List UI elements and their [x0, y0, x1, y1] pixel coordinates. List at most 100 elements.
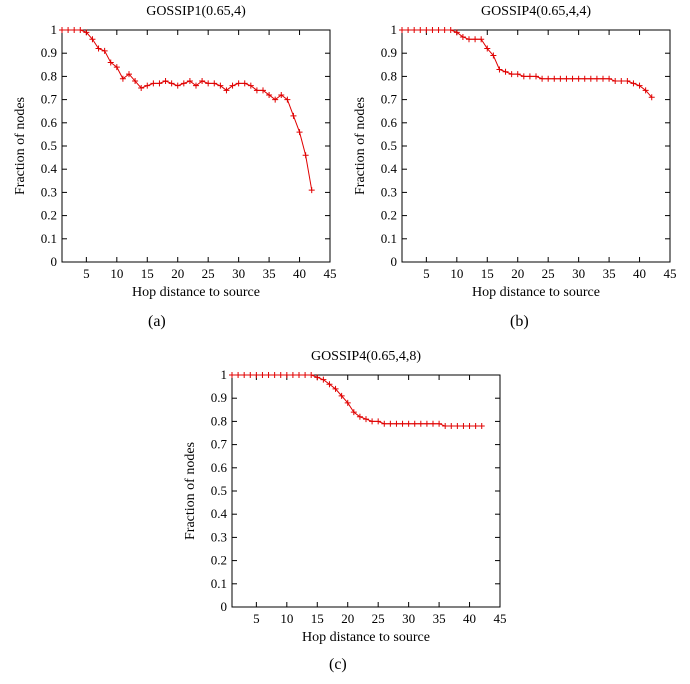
data-point [290, 112, 297, 119]
x-tick-label: 25 [202, 266, 215, 281]
data-point [302, 152, 309, 159]
data-point [138, 85, 145, 91]
data-point [150, 80, 157, 87]
data-point [119, 75, 126, 82]
data-point [308, 187, 315, 194]
data-point [272, 96, 279, 103]
data-point [466, 36, 472, 43]
x-axis-label: Hop distance to source [302, 630, 430, 645]
data-point [441, 27, 448, 33]
y-tick-label: 0.1 [41, 231, 57, 246]
y-tick-label: 0.5 [41, 138, 57, 153]
data-point [259, 372, 266, 378]
data-point [266, 91, 273, 98]
x-tick-label: 30 [402, 611, 415, 626]
data-point [563, 75, 570, 82]
x-tick-label: 45 [324, 266, 337, 281]
y-tick-label: 1 [51, 22, 58, 37]
data-point [101, 47, 108, 54]
data-point [71, 27, 78, 33]
x-tick-label: 35 [433, 611, 446, 626]
plot-frame [231, 374, 501, 608]
data-point [399, 420, 406, 427]
data-point [59, 27, 65, 33]
data-point [283, 372, 290, 378]
y-tick-label: 0.7 [381, 92, 398, 107]
data-point [247, 372, 254, 378]
x-tick-label: 10 [280, 611, 293, 626]
data-point [569, 75, 576, 82]
data-point [314, 374, 321, 381]
y-tick-label: 0.4 [211, 506, 228, 521]
y-tick-label: 0.2 [211, 553, 227, 568]
y-tick-label: 0.1 [211, 576, 227, 591]
y-tick-label: 0.8 [41, 68, 57, 83]
data-point [600, 75, 606, 82]
y-tick-label: 0.5 [381, 138, 397, 153]
data-point [606, 75, 613, 82]
x-tick-label: 25 [542, 266, 555, 281]
data-point [89, 36, 96, 43]
data-point [95, 45, 102, 52]
data-point [375, 418, 382, 425]
y-tick-label: 0.8 [211, 413, 227, 428]
y-tick-label: 1 [221, 367, 228, 382]
x-tick-label: 45 [494, 611, 507, 626]
data-point [478, 36, 485, 43]
y-tick-label: 0.3 [211, 529, 227, 544]
data-point [442, 423, 449, 430]
y-tick-label: 0 [51, 254, 58, 269]
y-tick-label: 0.2 [381, 208, 397, 223]
data-point [271, 372, 278, 378]
data-point [235, 80, 242, 87]
y-tick-label: 0.6 [41, 115, 58, 130]
chart-panel-b: GOSSIP4(0.65,4,4) 5 10 15 20 25 30 35 40 45 0 0.1 0.… [353, 4, 677, 300]
y-tick-label: 0.4 [381, 161, 398, 176]
x-tick-label: 45 [664, 266, 677, 281]
chart-caption-b: (b) [510, 313, 529, 330]
data-point [326, 381, 333, 388]
y-axis-label: Fraction of nodes [353, 97, 368, 195]
data-point [448, 423, 455, 430]
data-point [502, 68, 509, 75]
x-axis-label: Hop distance to source [132, 285, 260, 300]
data-point [132, 78, 139, 85]
data-point [460, 423, 467, 430]
data-point [454, 423, 461, 430]
data-point [411, 420, 418, 427]
data-point [636, 82, 643, 89]
x-tick-label: 5 [423, 266, 430, 281]
y-tick-label: 0.9 [211, 390, 227, 405]
data-point [411, 27, 418, 33]
data-point [459, 33, 466, 40]
x-tick-label: 15 [481, 266, 494, 281]
data-point [466, 423, 473, 430]
chart-title: GOSSIP4(0.65,4,8) [311, 349, 421, 364]
data-point [144, 82, 151, 89]
x-tick-label: 5 [83, 266, 90, 281]
data-point [356, 413, 363, 420]
data-point [526, 73, 533, 80]
data-point [472, 36, 479, 43]
data-point [77, 27, 84, 33]
data-point [423, 420, 430, 427]
x-tick-label: 20 [511, 266, 524, 281]
y-tick-label: 0.4 [41, 161, 58, 176]
x-tick-label: 15 [311, 611, 324, 626]
data-point [65, 27, 72, 33]
data-point [229, 372, 235, 378]
data-point [235, 372, 242, 378]
data-point [417, 27, 424, 33]
x-tick-label: 35 [603, 266, 616, 281]
y-tick-label: 0.3 [41, 184, 57, 199]
data-point [350, 409, 357, 416]
x-tick-label: 30 [232, 266, 245, 281]
data-point [217, 82, 224, 89]
data-point [612, 78, 619, 85]
y-tick-label: 0 [221, 599, 228, 614]
data-point [642, 87, 649, 94]
data-point [199, 78, 206, 85]
data-point [284, 96, 291, 103]
data-point [648, 94, 655, 101]
data-point [247, 82, 254, 89]
